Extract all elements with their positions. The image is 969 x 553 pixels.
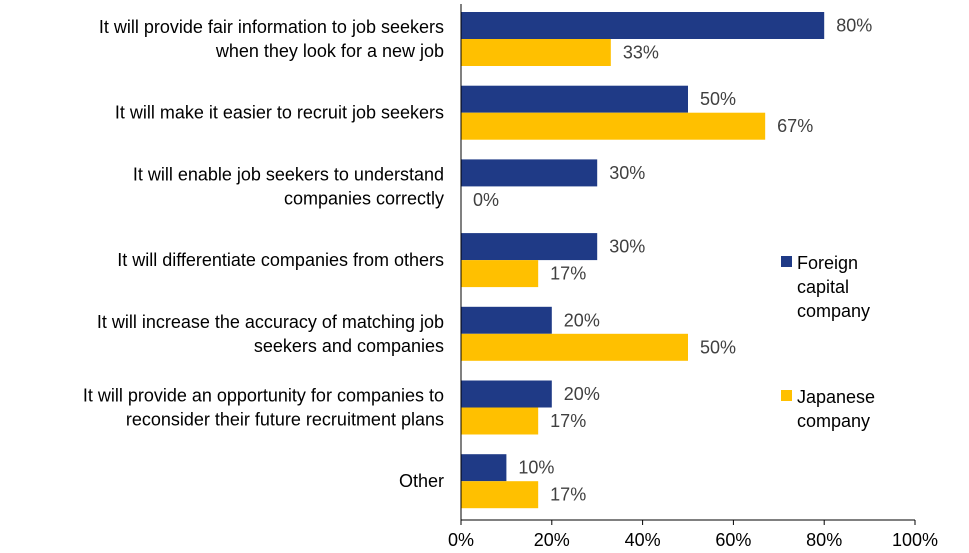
value-label-series1-cat2: 50% <box>700 89 736 109</box>
category-label-6-line-2: reconsider their future recruitment plan… <box>126 410 444 430</box>
category-label-2-line-1: It will make it easier to recruit job se… <box>115 103 444 123</box>
category-label-4-line-1: It will differentiate companies from oth… <box>117 250 444 270</box>
x-tick-label-2: 20% <box>534 530 570 550</box>
value-label-series1-cat1: 80% <box>836 16 872 36</box>
legend: Foreign capital company Japanese company <box>781 253 875 431</box>
value-label-series2-cat4: 17% <box>550 264 586 284</box>
x-axis: 0% 20% 40% 60% 80% 100% <box>448 4 938 550</box>
value-labels-group: 80% 33% 50% 67% 30% 0% 30% 17% 20% 50% 20% 17% 10% 17… <box>473 16 872 505</box>
x-tick-label-1: 0% <box>448 530 474 550</box>
x-tick-label-4: 60% <box>715 530 751 550</box>
value-label-series2-cat1: 33% <box>623 43 659 63</box>
bar-series2-cat4 <box>461 260 539 288</box>
legend-swatch-1 <box>781 256 792 267</box>
category-label-1-line-1: It will provide fair information to job … <box>99 17 444 37</box>
category-label-5-line-1: It will increase the accuracy of matchin… <box>97 312 444 332</box>
bar-series2-cat2 <box>461 112 766 140</box>
legend-label-1-line-3: company <box>797 301 870 321</box>
value-label-series1-cat7: 10% <box>518 458 554 478</box>
x-tick-label-3: 40% <box>625 530 661 550</box>
category-label-7-line-1: Other <box>399 471 444 491</box>
bar-series2-cat5 <box>461 333 688 361</box>
x-tick-label-5: 80% <box>806 530 842 550</box>
bar-series1-cat7 <box>461 454 507 482</box>
category-label-3-line-2: companies correctly <box>284 188 444 208</box>
value-label-series2-cat7: 17% <box>550 485 586 505</box>
category-label-1-line-2: when they look for a new job <box>215 41 444 61</box>
bar-series1-cat5 <box>461 306 552 334</box>
legend-label-1-line-1: Foreign <box>797 253 858 273</box>
bar-series1-cat4 <box>461 233 598 261</box>
x-tick-label-6: 100% <box>892 530 938 550</box>
legend-label-1-line-2: capital <box>797 277 849 297</box>
value-label-series2-cat6: 17% <box>550 411 586 431</box>
bar-series1-cat1 <box>461 12 825 39</box>
bar-series1-cat3 <box>461 159 598 187</box>
bar-series2-cat1 <box>461 39 611 66</box>
value-label-series2-cat2: 67% <box>777 116 813 136</box>
value-label-series2-cat3: 0% <box>473 190 499 210</box>
bar-series1-cat6 <box>461 380 552 408</box>
value-label-series2-cat5: 50% <box>700 337 736 357</box>
bars-group <box>461 12 825 509</box>
category-labels-group: It will provide fair information to job … <box>83 17 444 491</box>
value-label-series1-cat5: 20% <box>564 310 600 330</box>
category-label-6-line-1: It will provide an opportunity for compa… <box>83 386 444 406</box>
value-label-series1-cat3: 30% <box>609 163 645 183</box>
bar-series2-cat6 <box>461 407 539 435</box>
legend-swatch-2 <box>781 390 792 401</box>
value-label-series1-cat4: 30% <box>609 237 645 257</box>
category-label-5-line-2: seekers and companies <box>254 336 444 356</box>
bar-series2-cat7 <box>461 481 539 509</box>
category-label-3-line-1: It will enable job seekers to understand <box>133 164 444 184</box>
bar-series1-cat2 <box>461 85 688 113</box>
value-label-series1-cat6: 20% <box>564 384 600 404</box>
legend-label-2-line-1: Japanese <box>797 387 875 407</box>
legend-label-2-line-2: company <box>797 411 870 431</box>
